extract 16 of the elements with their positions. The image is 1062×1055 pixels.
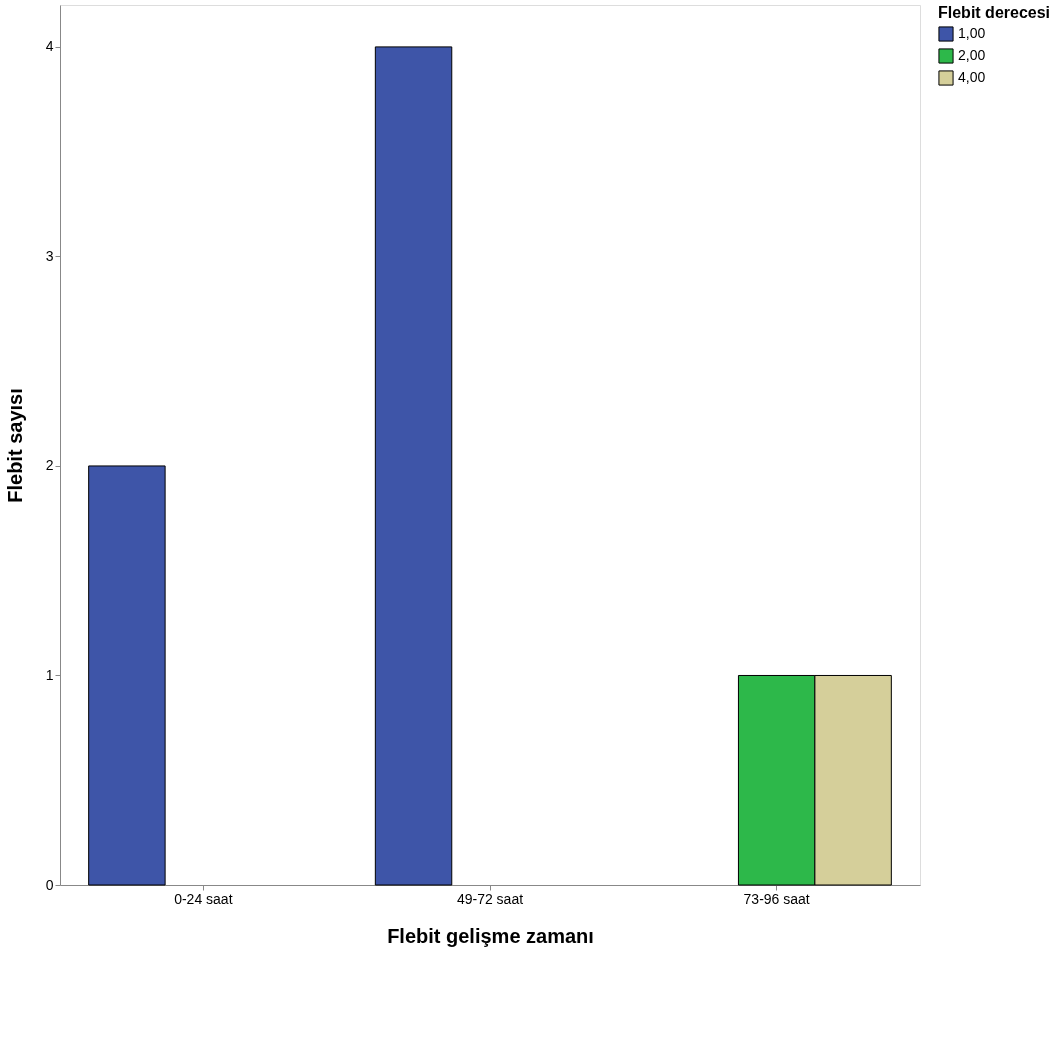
legend-label: 2,00 (958, 47, 986, 63)
y-axis-title: Flebit sayısı (3, 388, 26, 503)
x-axis-title: Flebit gelişme zamanı (387, 924, 594, 947)
x-tick-label: 0-24 saat (174, 890, 233, 907)
y-tick-label: 0 (45, 876, 54, 893)
y-tick-label: 1 (45, 666, 54, 683)
y-tick-label: 4 (45, 38, 54, 55)
y-tick-label: 2 (45, 457, 54, 474)
x-tick-label: 73-96 saat (743, 890, 810, 907)
legend-title: Flebit derecesi (938, 4, 1051, 21)
bar (374, 46, 453, 886)
legend-label: 1,00 (958, 25, 986, 41)
x-tick-label: 49-72 saat (456, 890, 524, 907)
bar (88, 465, 166, 886)
y-tick-label: 3 (45, 247, 54, 264)
legend-label: 4,00 (958, 69, 986, 85)
